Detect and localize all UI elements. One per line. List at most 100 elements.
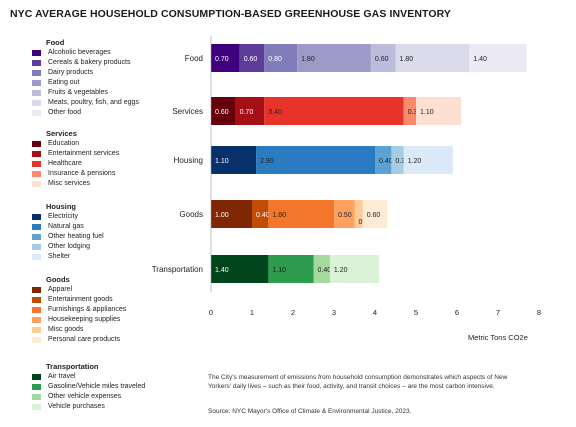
legend-swatch	[32, 171, 41, 177]
legend-item: Electricity	[20, 212, 78, 222]
bar-segment	[211, 97, 236, 125]
legend-item: Furnishings & appliances	[20, 305, 126, 315]
legend-heading: Goods	[46, 275, 70, 284]
data-label: 0.60	[375, 56, 389, 63]
legend-item: Air travel	[20, 372, 99, 382]
legend-item: Alcoholic beverages	[20, 48, 111, 58]
legend-label: Misc services	[48, 180, 91, 187]
x-tick-label: 7	[496, 308, 500, 317]
legend-heading: Housing	[46, 202, 76, 211]
legend-item: Natural gas	[20, 222, 84, 232]
legend-label: Furnishings & appliances	[48, 306, 127, 313]
chart-source: Source: NYC Mayor's Office of Climate & …	[208, 408, 412, 415]
legend-item: Entertainment goods	[20, 295, 113, 305]
bar-segment	[264, 44, 298, 72]
legend-label: Insurance & pensions	[48, 170, 116, 177]
bar-segment	[235, 97, 265, 125]
legend-label: Fruits & vegetables	[48, 89, 108, 96]
legend-label: Alcoholic beverages	[48, 49, 111, 56]
x-tick-label: 6	[455, 308, 459, 317]
legend-label: Education	[48, 140, 80, 147]
bar-segment	[211, 146, 257, 174]
data-label: 1.10	[420, 109, 434, 116]
legend-swatch	[32, 141, 41, 147]
legend-item: Personal care products	[20, 335, 120, 345]
legend-item: Eating out	[20, 78, 80, 88]
legend-label: Cereals & bakery products	[48, 59, 131, 66]
data-label: 0.40	[318, 267, 332, 274]
bar-segment	[268, 255, 314, 283]
legend-label: Eating out	[48, 79, 80, 86]
x-tick-label: 0	[209, 308, 213, 317]
bar-segment	[375, 146, 392, 174]
data-label: 1.10	[215, 158, 229, 165]
legend-swatch	[32, 90, 41, 96]
legend-heading: Food	[46, 38, 65, 47]
legend-swatch	[32, 254, 41, 260]
legend-label: Other heating fuel	[48, 233, 104, 240]
legend-group-goods: Goods Apparel Entertainment goods Furnishin…	[20, 275, 126, 345]
bar-segment	[416, 97, 462, 125]
bar-segment	[354, 200, 363, 228]
legend-label: Personal care products	[48, 336, 120, 343]
legend-label: Vehicle purchases	[48, 403, 105, 410]
legend-group-transportation: Transportation Air travel Gasoline/Vehicle…	[20, 362, 145, 412]
bar-segment	[395, 44, 470, 72]
data-label: 1.40	[473, 56, 487, 63]
legend-swatch	[32, 181, 41, 187]
legend-label: Dairy products	[48, 69, 94, 76]
legend-swatch	[32, 100, 41, 106]
x-axis-label: Metric Tons CO2e	[468, 333, 528, 342]
legend-swatch	[32, 214, 41, 220]
data-label: 0.80	[268, 56, 282, 63]
legend-label: Housekeeping supplies	[48, 316, 121, 323]
legend-item: Gasoline/Vehicle miles traveled	[20, 382, 145, 392]
bar-segment	[211, 200, 252, 228]
bar-segment	[211, 44, 240, 72]
legend-item: Apparel	[20, 285, 73, 295]
legend-item: Vehicle purchases	[20, 402, 105, 412]
bar-segment	[391, 146, 404, 174]
data-label: 0.70	[215, 56, 229, 63]
legend-label: Electricity	[48, 213, 78, 220]
category-label: Transportation	[152, 265, 203, 274]
legend-swatch	[32, 60, 41, 66]
legend-label: Air travel	[48, 373, 76, 380]
legend-label: Other food	[48, 109, 82, 116]
legend-item: Meats, poultry, fish, and eggs	[20, 98, 139, 108]
legend-item: Other lodging	[20, 242, 90, 252]
bar-segment	[256, 146, 375, 174]
legend-item: Other vehicle expenses	[20, 392, 121, 402]
data-label: 1.20	[408, 158, 422, 165]
x-tick-label: 3	[332, 308, 336, 317]
data-label: 1.10	[272, 267, 286, 274]
data-label: 0.60	[215, 109, 229, 116]
legend-swatch	[32, 224, 41, 230]
legend-swatch	[32, 110, 41, 116]
legend-swatch	[32, 327, 41, 333]
data-label: 0.30	[408, 109, 422, 116]
data-label: 1.80	[301, 56, 315, 63]
legend-swatch	[32, 317, 41, 323]
legend-swatch	[32, 297, 41, 303]
bar-segment	[334, 200, 355, 228]
legend-swatch	[32, 161, 41, 167]
legend-heading: Services	[46, 129, 77, 138]
data-label: 3.40	[268, 109, 282, 116]
bar-segment	[370, 44, 396, 72]
bar-segment	[313, 255, 330, 283]
legend-item: Other food	[20, 108, 81, 118]
data-label: 1.00	[215, 212, 229, 219]
legend-label: Apparel	[48, 286, 73, 293]
data-label: 0.60	[244, 56, 258, 63]
legend-label: Healthcare	[48, 160, 82, 167]
legend-label: Shelter	[48, 253, 71, 260]
bar-segment	[239, 44, 265, 72]
bar-segment	[264, 97, 404, 125]
legend-item: Dairy products	[20, 68, 93, 78]
x-tick-label: 5	[414, 308, 418, 317]
legend-swatch	[32, 80, 41, 86]
legend-swatch	[32, 50, 41, 56]
data-label: 0.30	[395, 158, 409, 165]
x-tick-label: 1	[250, 308, 254, 317]
